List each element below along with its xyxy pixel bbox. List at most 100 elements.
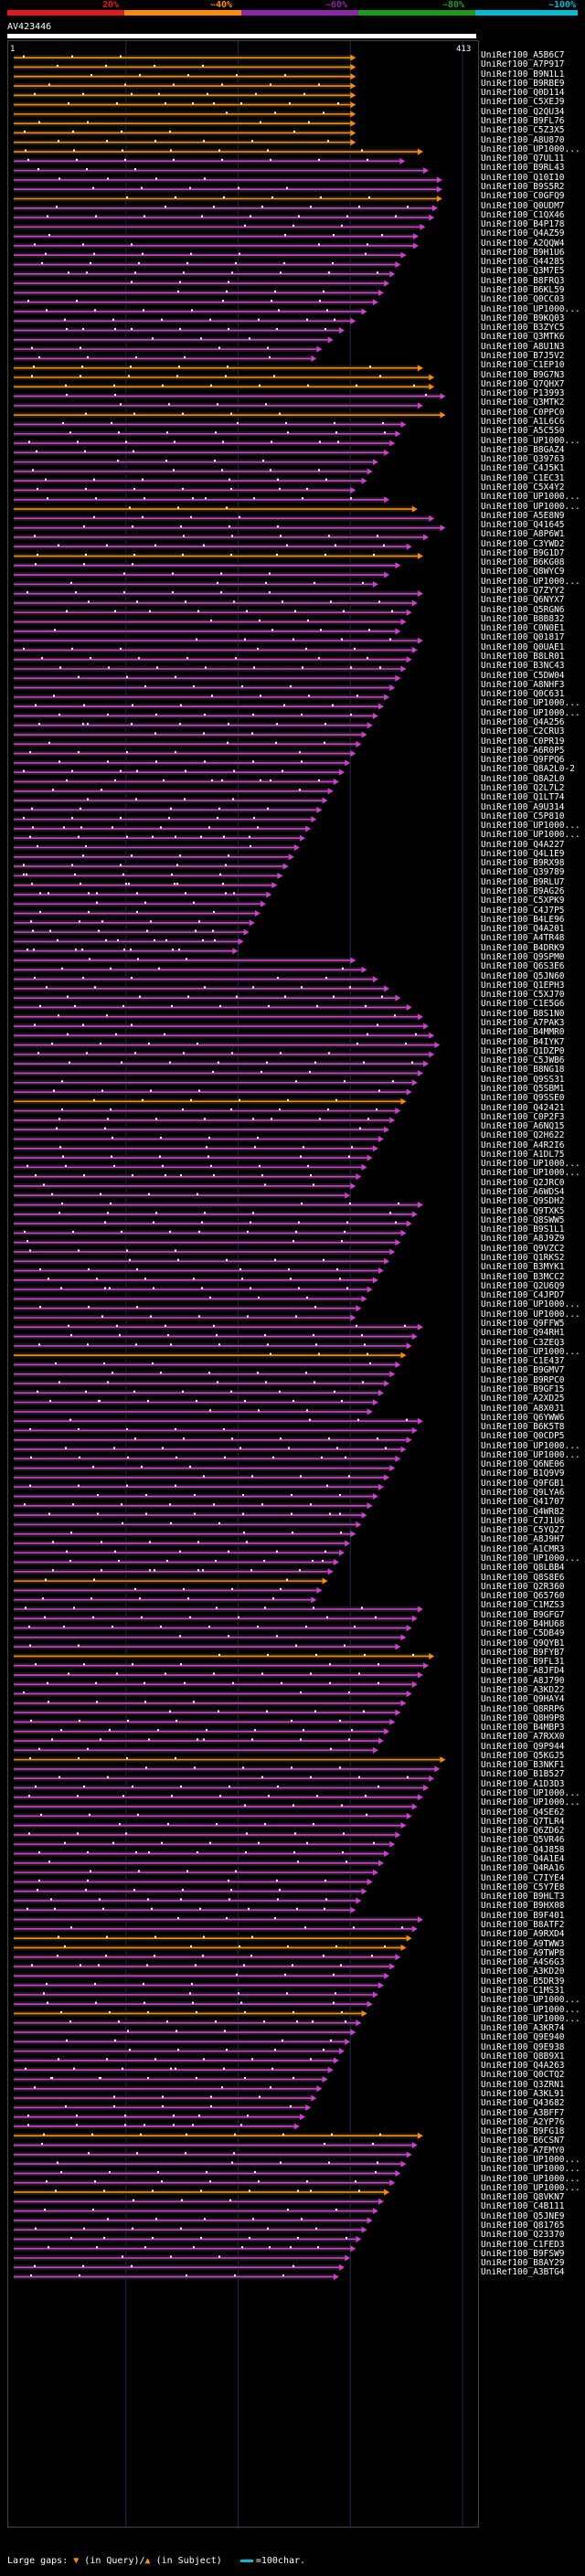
hit-label[interactable]: UniRef100_C7J1U6 — [481, 1516, 565, 1526]
hit-label[interactable]: UniRef100_C0PR19 — [481, 737, 565, 747]
hit-label[interactable]: UniRef100_UP1000... — [481, 2165, 580, 2175]
hit-label[interactable]: UniRef100_A5E8N9 — [481, 511, 565, 521]
hit-label[interactable]: UniRef100_B9KQ03 — [481, 313, 565, 323]
hit-label[interactable]: UniRef100_B9F401 — [481, 1911, 565, 1921]
hit-label[interactable]: UniRef100_C7IYE4 — [481, 1873, 565, 1883]
hit-label[interactable]: UniRef100_UP1000... — [481, 822, 580, 832]
hit-label[interactable]: UniRef100_C5XJ70 — [481, 991, 565, 1001]
hit-label[interactable]: UniRef100_B9RX98 — [481, 859, 565, 869]
hit-label[interactable]: UniRef100_UP1000... — [481, 708, 580, 718]
hit-label[interactable]: UniRef100_UP1000... — [481, 1300, 580, 1310]
hit-label[interactable]: UniRef100_Q4A227 — [481, 840, 565, 850]
hit-label[interactable]: UniRef100_Q9SSE0 — [481, 1094, 565, 1104]
hit-label[interactable]: UniRef100_Q4WR82 — [481, 1507, 565, 1517]
hit-label[interactable]: UniRef100_Q2U6Q9 — [481, 1281, 565, 1291]
hit-label[interactable]: UniRef100_Q4RA16 — [481, 1864, 565, 1874]
hit-label[interactable]: UniRef100_B9N1L1 — [481, 69, 565, 80]
hit-label[interactable]: UniRef100_B9GF15 — [481, 1384, 565, 1394]
hit-label[interactable]: UniRef100_A2QQW4 — [481, 239, 565, 249]
hit-label[interactable]: UniRef100_A6NQ15 — [481, 1122, 565, 1132]
hit-label[interactable]: UniRef100_Q39763 — [481, 455, 565, 465]
hit-label[interactable]: UniRef100_C3ZEQ3 — [481, 1338, 565, 1348]
hit-label[interactable]: UniRef100_UP1000... — [481, 1798, 580, 1808]
hit-label[interactable]: UniRef100_C0N0E1 — [481, 624, 565, 634]
hit-label[interactable]: UniRef100_Q8WYC9 — [481, 567, 565, 578]
hit-label[interactable]: UniRef100_Q0UDM7 — [481, 201, 565, 211]
hit-label[interactable]: UniRef100_Q5KGJ5 — [481, 1751, 565, 1761]
hit-label[interactable]: UniRef100_B9AG26 — [481, 887, 565, 897]
hit-label[interactable]: UniRef100_Q10I10 — [481, 173, 565, 183]
hit-label[interactable]: UniRef100_B8GAZ4 — [481, 445, 565, 455]
hit-label[interactable]: UniRef100_A9U314 — [481, 802, 565, 812]
hit-label[interactable]: UniRef100_UP1000... — [481, 1441, 580, 1451]
hit-label[interactable]: UniRef100_C1EP10 — [481, 361, 565, 371]
hit-label[interactable]: UniRef100_Q1RKS2 — [481, 1254, 565, 1263]
hit-label[interactable]: UniRef100_Q01817 — [481, 633, 565, 643]
hit-label[interactable]: UniRef100_A9TWP8 — [481, 1948, 565, 1958]
hit-label[interactable]: UniRef100_UP1000... — [481, 1789, 580, 1799]
hit-label[interactable]: UniRef100_Q5VR46 — [481, 1836, 565, 1846]
hit-label[interactable]: UniRef100_A8P6W1 — [481, 530, 565, 540]
hit-label[interactable]: UniRef100_B4MBP3 — [481, 1723, 565, 1733]
hit-label[interactable]: UniRef100_Q81765 — [481, 2221, 565, 2231]
hit-label[interactable]: UniRef100_A8J9H7 — [481, 1535, 565, 1545]
hit-label[interactable]: UniRef100_Q9SDH2 — [481, 1197, 565, 1207]
hit-label[interactable]: UniRef100_Q9QYB1 — [481, 1638, 565, 1648]
hit-label[interactable]: UniRef100_A3KD22 — [481, 1685, 565, 1695]
hit-label[interactable]: UniRef100_B6K5T8 — [481, 1423, 565, 1433]
hit-label[interactable]: UniRef100_Q8RRP6 — [481, 1704, 565, 1714]
hit-label[interactable]: UniRef100_UP1000... — [481, 2005, 580, 2015]
hit-label[interactable]: UniRef100_C1EC31 — [481, 473, 565, 483]
hit-label[interactable]: UniRef100_C1QX46 — [481, 210, 565, 220]
hit-label[interactable]: UniRef100_B9RL43 — [481, 164, 565, 174]
hit-label[interactable]: UniRef100_A1D3D3 — [481, 1779, 565, 1789]
hit-label[interactable]: UniRef100_C0GFQ9 — [481, 192, 565, 202]
hit-label[interactable]: UniRef100_B4IYK7 — [481, 1037, 565, 1047]
hit-label[interactable]: UniRef100_Q8VKN7 — [481, 2193, 565, 2203]
hit-label[interactable]: UniRef100_B4LE96 — [481, 915, 565, 925]
hit-label[interactable]: UniRef100_A8U1N3 — [481, 342, 565, 352]
hit-label[interactable]: UniRef100_Q2JRC0 — [481, 1178, 565, 1188]
hit-label[interactable]: UniRef100_UP1000... — [481, 2183, 580, 2193]
hit-label[interactable]: UniRef100_UP1000... — [481, 699, 580, 709]
hit-label[interactable]: UniRef100_B4MMR0 — [481, 1028, 565, 1038]
hit-label[interactable]: UniRef100_UP1000... — [481, 1160, 580, 1170]
hit-label[interactable]: UniRef100_A4TR48 — [481, 934, 565, 944]
hit-label[interactable]: UniRef100_UP1000... — [481, 304, 580, 314]
hit-label[interactable]: UniRef100_A8J790 — [481, 1676, 565, 1686]
hit-label[interactable]: UniRef100_Q44285 — [481, 258, 565, 268]
hit-label[interactable]: UniRef100_C4B111 — [481, 2202, 565, 2212]
hit-label[interactable]: UniRef100_B1Q9V9 — [481, 1469, 565, 1479]
hit-label[interactable]: UniRef100_UP1000... — [481, 1169, 580, 1179]
hit-label[interactable]: UniRef100_Q8H9P8 — [481, 1713, 565, 1723]
hit-label[interactable]: UniRef100_C0PPC0 — [481, 408, 565, 418]
hit-label[interactable]: UniRef100_P13993 — [481, 389, 565, 399]
hit-label[interactable]: UniRef100_UP1000... — [481, 577, 580, 587]
hit-label[interactable]: UniRef100_A3KL91 — [481, 2090, 565, 2100]
hit-label[interactable]: UniRef100_A7PAK3 — [481, 1018, 565, 1028]
hit-label[interactable]: UniRef100_C0P2F3 — [481, 1112, 565, 1122]
hit-label[interactable]: UniRef100_B6CSN7 — [481, 2136, 565, 2147]
hit-label[interactable]: UniRef100_B9G7N3 — [481, 370, 565, 380]
hit-label[interactable]: UniRef100_Q39789 — [481, 868, 565, 878]
hit-label[interactable]: UniRef100_A8U870 — [481, 135, 565, 145]
hit-label[interactable]: UniRef100_Q0CDP5 — [481, 1432, 565, 1442]
hit-label[interactable]: UniRef100_Q3MTK6 — [481, 333, 565, 343]
hit-label[interactable]: UniRef100_B4DRK9 — [481, 943, 565, 953]
hit-label[interactable]: UniRef100_C5DB49 — [481, 1629, 565, 1639]
hit-label[interactable]: UniRef100_C1FED3 — [481, 2240, 565, 2250]
hit-label[interactable]: UniRef100_C5YQ27 — [481, 1526, 565, 1536]
hit-label[interactable]: UniRef100_Q0C631 — [481, 690, 565, 700]
hit-label[interactable]: UniRef100_Q6ZD62 — [481, 1827, 565, 1837]
hit-label[interactable]: UniRef100_C4JPD7 — [481, 1291, 565, 1301]
hit-label[interactable]: UniRef100_B8FRQ3 — [481, 276, 565, 286]
hit-label[interactable]: UniRef100_B9GFG7 — [481, 1610, 565, 1620]
hit-label[interactable]: UniRef100_B9HLT3 — [481, 1892, 565, 1903]
hit-label[interactable]: UniRef100_A5C5S0 — [481, 427, 565, 437]
hit-label[interactable]: UniRef100_Q23370 — [481, 2231, 565, 2241]
hit-label[interactable]: UniRef100_B9HX08 — [481, 1902, 565, 1912]
hit-label[interactable]: UniRef100_B8AY29 — [481, 2259, 565, 2269]
hit-label[interactable]: UniRef100_C5XPK9 — [481, 896, 565, 906]
hit-label[interactable]: UniRef100_B1B527 — [481, 1770, 565, 1780]
hit-label[interactable]: UniRef100_A1CMR3 — [481, 1544, 565, 1554]
